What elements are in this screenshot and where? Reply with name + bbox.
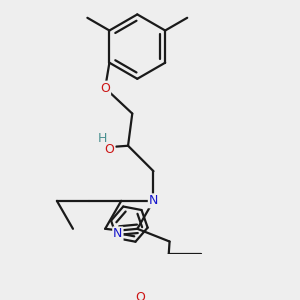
Text: O: O <box>100 82 110 94</box>
Text: N: N <box>113 227 123 240</box>
Text: O: O <box>104 143 114 157</box>
Text: O: O <box>135 291 145 300</box>
Text: H: H <box>98 133 107 146</box>
Text: N: N <box>149 194 158 207</box>
